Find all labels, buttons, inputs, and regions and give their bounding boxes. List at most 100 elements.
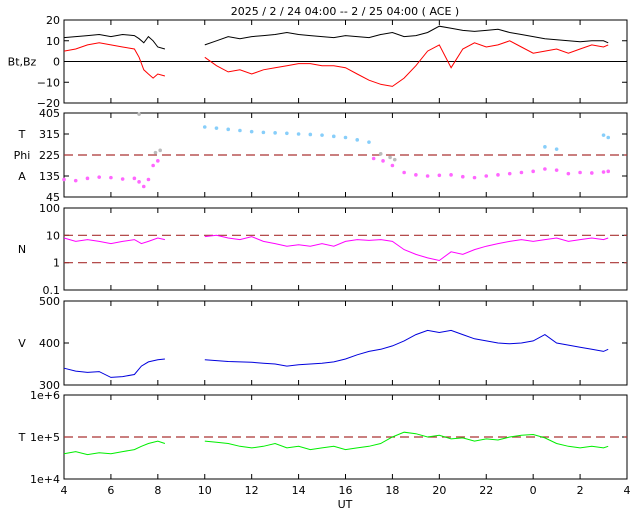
x-tick-label: 4 [61, 484, 68, 497]
data-point [285, 131, 289, 136]
series-line [63, 234, 609, 262]
data-point [73, 178, 78, 183]
data-point [472, 175, 477, 180]
data-point [543, 167, 547, 171]
x-tick-label: 2 [577, 484, 584, 497]
y-tick-label: 500 [39, 295, 60, 308]
data-point [402, 170, 406, 175]
y-axis-label: T [18, 431, 26, 444]
panels-group: 20100−10−20Bt,Bz40531522513545TPhiA10010… [8, 14, 631, 497]
data-point [606, 135, 611, 140]
y-tick-label: 10 [46, 229, 60, 242]
data-point [214, 126, 219, 130]
y-tick-label: 45 [46, 191, 60, 204]
y-tick-label: 10 [46, 35, 60, 48]
panel-frame [63, 207, 628, 291]
data-point [390, 163, 395, 168]
data-point [519, 170, 524, 175]
data-point [141, 184, 146, 189]
x-tick-label: 18 [385, 484, 399, 497]
data-point [226, 127, 231, 132]
data-point [566, 171, 571, 176]
data-point [460, 174, 465, 179]
data-point [531, 169, 535, 174]
data-point [414, 173, 418, 177]
data-point [343, 135, 348, 140]
data-point [355, 138, 360, 142]
data-point [392, 157, 397, 162]
y-axis-label: N [18, 243, 26, 256]
data-point [120, 177, 125, 181]
y-tick-label: 1 [53, 257, 60, 270]
data-point [137, 180, 141, 184]
data-point [554, 168, 559, 172]
data-point [308, 132, 313, 137]
data-point [261, 130, 266, 135]
data-point [146, 177, 151, 182]
data-point [273, 131, 277, 135]
series-line [63, 25, 609, 50]
data-point [484, 174, 489, 178]
x-tick-label: 12 [245, 484, 259, 497]
data-point [331, 134, 336, 139]
x-tick-label: 4 [624, 484, 631, 497]
y-tick-label: 405 [39, 107, 60, 120]
chart-title: 2025 / 2 / 24 04:00 -- 2 / 25 04:00 ( AC… [231, 5, 459, 18]
data-point [158, 148, 162, 153]
y-tick-label: 20 [46, 14, 60, 27]
data-point [367, 140, 371, 144]
data-point [543, 145, 547, 149]
data-point [601, 170, 606, 174]
y-axis-label-phi: Phi [14, 149, 31, 162]
y-tick-label: 300 [39, 379, 60, 392]
y-axis-label-theta: T [18, 128, 26, 141]
data-point [249, 129, 254, 134]
x-axis-label: UT [338, 498, 353, 511]
data-point [296, 132, 301, 136]
y-tick-label: 400 [39, 337, 60, 350]
x-tick-label: 6 [107, 484, 114, 497]
data-point [381, 159, 385, 163]
data-point [388, 155, 392, 160]
data-point [378, 152, 383, 156]
x-tick-label: 10 [198, 484, 212, 497]
data-point [437, 173, 442, 178]
data-point [578, 170, 582, 175]
y-tick-label: 0 [53, 56, 60, 69]
data-point [601, 133, 606, 137]
data-point [590, 171, 594, 175]
y-tick-label: 135 [39, 170, 60, 183]
data-point [606, 169, 611, 174]
y-tick-label: 225 [39, 149, 60, 162]
y-tick-label: −20 [37, 97, 60, 110]
y-tick-label: 1e+4 [30, 473, 60, 486]
data-point [62, 177, 66, 182]
x-tick-label: 22 [479, 484, 493, 497]
y-tick-label: 0.1 [43, 284, 61, 297]
data-point [238, 128, 242, 133]
x-tick-label: 8 [154, 484, 161, 497]
y-tick-label: 1e+5 [30, 431, 60, 444]
y-tick-label: −10 [37, 76, 60, 89]
data-point [449, 173, 453, 177]
series-line [63, 329, 609, 378]
data-point [153, 150, 158, 155]
series-line [63, 40, 609, 87]
y-tick-label: 100 [39, 202, 60, 215]
series-line [63, 431, 609, 456]
x-tick-label: 14 [292, 484, 306, 497]
x-tick-label: 16 [339, 484, 353, 497]
data-point [554, 147, 559, 151]
y-axis-label: Bt,Bz [8, 56, 37, 69]
y-tick-label: 315 [39, 128, 60, 141]
data-point [507, 171, 512, 176]
x-tick-label: 20 [432, 484, 446, 497]
data-point [109, 175, 113, 180]
data-point [202, 125, 207, 129]
data-point [85, 176, 90, 181]
data-point [496, 173, 500, 177]
y-tick-label: 1e+6 [30, 389, 60, 402]
data-point [137, 112, 141, 116]
y-axis-label-a: A [18, 170, 26, 183]
data-point [151, 163, 155, 168]
